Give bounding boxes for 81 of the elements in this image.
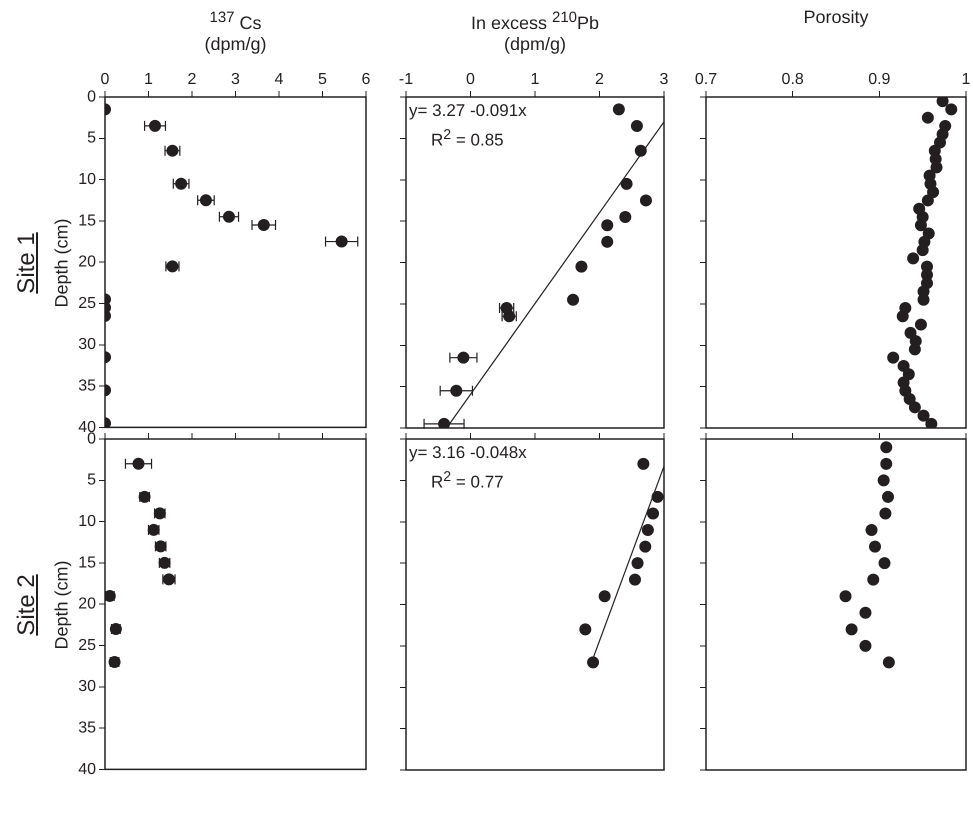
- annotation: y= 3.16 -0.048x: [409, 443, 527, 463]
- x-tick-label: 2: [595, 70, 604, 88]
- point: [918, 410, 930, 422]
- point: [866, 524, 878, 536]
- annotation: R$^{2}$ = 0.77: [431, 469, 504, 493]
- point: [896, 310, 909, 322]
- y-tick-label: 30: [78, 678, 96, 696]
- y-tick-label: 20: [78, 596, 96, 613]
- point: [869, 540, 881, 553]
- point: [914, 318, 927, 331]
- point: [904, 326, 917, 339]
- x-tick-label: 2: [188, 70, 197, 88]
- point: [925, 418, 938, 428]
- point: [916, 244, 929, 256]
- point: [880, 441, 892, 454]
- x-axis-title: $^{137}$ Cs (dpm/g): [203, 8, 268, 55]
- x-tick-label: 0.9: [868, 70, 891, 88]
- x-tick-label: 0: [466, 70, 476, 88]
- point: [846, 623, 858, 636]
- x-tick-label: 0.8: [782, 70, 804, 88]
- point: [898, 360, 910, 372]
- x-tick-label: 0: [100, 70, 110, 88]
- point: [438, 418, 450, 428]
- point: [878, 557, 891, 570]
- annotation: y= 3.27 -0.091x: [409, 101, 527, 121]
- x-tick-label: 3: [231, 70, 240, 88]
- y-tick-label: 35: [78, 378, 96, 395]
- point: [908, 401, 921, 414]
- y-tick-label: 25: [78, 636, 96, 654]
- x-tick-label: 1: [962, 70, 971, 88]
- text: Site 1: [13, 232, 41, 294]
- x-axis-title: Porosity: [802, 7, 870, 28]
- y-tick-label: 15: [78, 212, 96, 230]
- point: [927, 186, 940, 198]
- point: [867, 574, 880, 586]
- y-tick-label: 30: [78, 336, 96, 354]
- x-tick-label: 6: [362, 70, 371, 88]
- point: [878, 474, 890, 486]
- y-tick-label: 20: [78, 254, 96, 271]
- y-tick-label: 15: [78, 554, 96, 572]
- x-axis-title: In excess $^{210}$Pb (dpm/g): [470, 8, 600, 55]
- y-tick-label: 40: [78, 760, 96, 778]
- point: [149, 120, 162, 132]
- y-tick-label: 5: [87, 472, 96, 489]
- point: [930, 161, 943, 174]
- point: [882, 656, 895, 668]
- x-tick-label: 5: [318, 70, 328, 88]
- point: [904, 393, 916, 406]
- x-tick-label: 4: [274, 70, 284, 88]
- x-tick-label: 1: [530, 70, 540, 88]
- x-tick-label: 1: [144, 70, 154, 88]
- point: [922, 194, 934, 206]
- y-tick-label: 10: [78, 513, 96, 530]
- point: [902, 368, 915, 380]
- point: [887, 352, 900, 364]
- y-tick-label: 5: [87, 130, 96, 147]
- y-tick-label: 25: [78, 294, 96, 312]
- point: [936, 97, 949, 108]
- y-tick-label: 35: [78, 720, 96, 737]
- x-tick-label: -1: [398, 70, 414, 88]
- point: [914, 219, 927, 232]
- point: [859, 606, 872, 619]
- annotation: R$^{2}$ = 0.85: [431, 127, 504, 151]
- point: [880, 458, 892, 470]
- point: [840, 590, 852, 602]
- point: [882, 490, 894, 503]
- point: [879, 507, 892, 520]
- x-tick-label: 0.7: [694, 70, 718, 88]
- point: [907, 252, 920, 264]
- y-axis-title: Depth (cm): [52, 218, 72, 308]
- point: [859, 640, 872, 652]
- point: [258, 219, 270, 232]
- y-tick-label: 10: [78, 171, 96, 188]
- point: [945, 103, 958, 116]
- point: [908, 343, 921, 356]
- y-axis-title: Depth (cm): [52, 560, 72, 650]
- x-tick-label: 3: [660, 70, 669, 88]
- point: [922, 112, 934, 124]
- point: [934, 136, 946, 149]
- y-tick-label: 0: [87, 88, 96, 106]
- text: Site 2: [13, 574, 41, 636]
